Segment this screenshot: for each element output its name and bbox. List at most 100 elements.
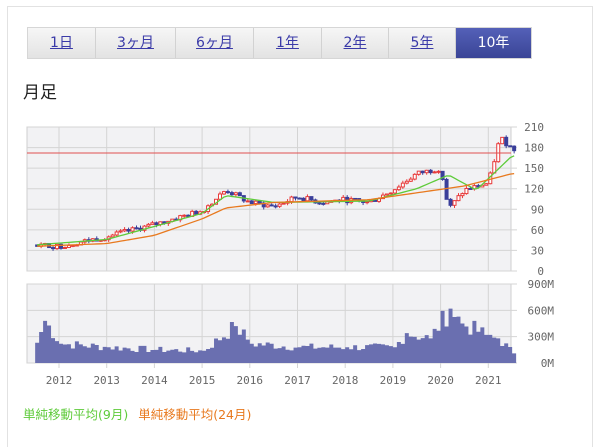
candle-body <box>269 204 274 207</box>
candle-body <box>432 171 437 174</box>
candle-body <box>428 169 433 174</box>
ma24-line <box>37 172 515 247</box>
candle-body <box>456 195 461 202</box>
candle-body <box>110 234 115 238</box>
tab-10y[interactable]: 10年 <box>456 28 531 58</box>
volume-axis-label: 0M <box>541 357 555 370</box>
year-label: 2018 <box>332 374 359 387</box>
candle-body <box>126 229 131 232</box>
candle-body <box>134 227 139 230</box>
candle-body <box>420 170 425 174</box>
candle-body <box>194 210 199 215</box>
candle-body <box>146 223 151 227</box>
candle-body <box>277 203 282 207</box>
candle-body <box>289 196 294 203</box>
tab-2y[interactable]: 2年 <box>322 28 389 58</box>
volume-axis-label: 600M <box>528 304 555 317</box>
candle-body <box>436 170 441 173</box>
candle-body <box>404 180 409 184</box>
candle-body <box>62 247 67 250</box>
candle-body <box>281 202 286 205</box>
candle-body <box>257 200 262 204</box>
price-axis-label: 90 <box>531 203 544 216</box>
period-tabs: 1日 3ヶ月 6ヶ月 1年 2年 5年 10年 <box>27 27 532 59</box>
tab-1d[interactable]: 1日 <box>28 28 96 58</box>
candle-body <box>444 178 449 200</box>
candle-body <box>388 192 393 195</box>
candle-body <box>412 173 417 180</box>
legend-ma9: 単純移動平均(9月) <box>23 407 129 422</box>
candle-body <box>365 201 370 204</box>
candle-body <box>416 170 421 175</box>
price-plot-area <box>26 126 512 272</box>
candle-body <box>293 196 298 199</box>
year-label: 2017 <box>284 374 311 387</box>
candle-body <box>229 192 234 196</box>
candle-body <box>305 196 310 202</box>
price-axis-label: 150 <box>524 162 544 175</box>
candle-body <box>221 191 226 195</box>
candle-body <box>265 204 270 208</box>
candle-body <box>464 187 469 195</box>
candle-body <box>130 227 135 232</box>
tab-3m[interactable]: 3ヶ月 <box>96 28 176 58</box>
candle-body <box>58 243 63 249</box>
stock-chart: 0 30 60 90 120 150 180 210 0M 300M 600M 900M 2012 201… <box>26 121 555 387</box>
year-label: 2012 <box>46 374 73 387</box>
price-axis-label: 30 <box>531 244 544 257</box>
candle-body <box>273 205 278 208</box>
price-axis-label: 60 <box>531 224 544 237</box>
candle-body <box>233 192 238 196</box>
candle-body <box>452 200 457 206</box>
candle-body <box>396 186 401 191</box>
year-label: 2013 <box>93 374 120 387</box>
candle-body <box>114 231 119 236</box>
candle-body <box>373 199 378 202</box>
volume-bars <box>35 308 517 363</box>
candle-body <box>321 202 326 205</box>
candle-body <box>182 214 187 217</box>
year-label: 2014 <box>141 374 168 387</box>
candle-body <box>484 183 489 186</box>
price-axis-label: 120 <box>524 183 544 196</box>
candle-body <box>424 169 429 174</box>
candle-body <box>384 193 389 196</box>
year-label: 2021 <box>475 374 502 387</box>
candle-body <box>225 191 230 194</box>
year-label: 2020 <box>427 374 454 387</box>
chart-legend: 単純移動平均(9月) 単純移動平均(24月) <box>23 404 257 423</box>
candle-body <box>66 244 71 249</box>
year-label: 2016 <box>237 374 264 387</box>
chart-heading: 月足 <box>23 83 57 103</box>
year-label: 2015 <box>189 374 216 387</box>
tab-6m[interactable]: 6ヶ月 <box>176 28 254 58</box>
tab-5y[interactable]: 5年 <box>389 28 456 58</box>
candle-body <box>460 193 465 197</box>
candle-body <box>400 182 405 188</box>
price-axis-label: 180 <box>524 142 544 155</box>
candle-body <box>186 214 191 217</box>
price-axis-label: 0 <box>537 265 544 278</box>
tab-1y[interactable]: 1年 <box>254 28 322 58</box>
candle-body <box>504 136 509 147</box>
candle-body <box>301 197 306 202</box>
candle-body <box>237 192 242 197</box>
candle-body <box>512 145 517 152</box>
candle-body <box>245 200 250 203</box>
candle-body <box>468 187 473 190</box>
candle-body <box>353 197 358 200</box>
candle-body <box>150 222 155 225</box>
candle-body <box>317 202 322 205</box>
price-axis-label: 210 <box>524 121 544 134</box>
legend-ma24: 単純移動平均(24月) <box>138 407 252 422</box>
candle-body <box>392 189 397 194</box>
candle-body <box>249 200 254 205</box>
candle-body <box>508 145 513 148</box>
candle-body <box>118 230 123 233</box>
candle-body <box>309 196 314 201</box>
candle-body <box>55 243 60 250</box>
candle-body <box>408 178 413 182</box>
candle-body <box>297 197 302 200</box>
candle-body <box>500 136 505 145</box>
candle-body <box>51 247 56 250</box>
